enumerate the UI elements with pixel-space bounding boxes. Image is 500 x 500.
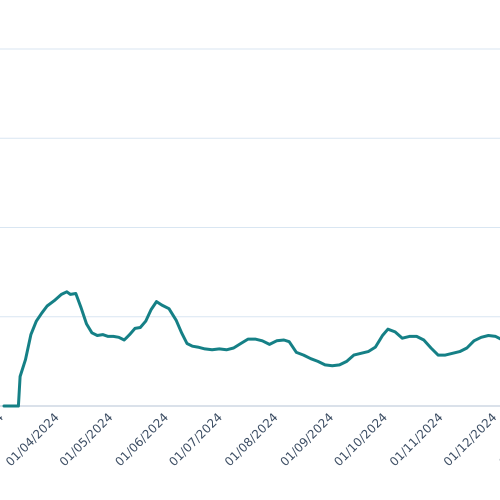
x-tick-label: 01/05/2024 xyxy=(57,410,116,469)
x-tick-label: 01/09/2024 xyxy=(277,410,336,469)
x-axis-tick-labels: 01/03/202401/04/202401/05/202401/06/2024… xyxy=(0,410,500,469)
x-tick-label: 01/07/2024 xyxy=(166,410,225,469)
x-tick-label: 01/12/2024 xyxy=(441,410,500,469)
series-line-0 xyxy=(2,290,500,408)
x-tick-label: 01/11/2024 xyxy=(387,410,446,469)
series-layer xyxy=(2,290,500,408)
x-tick-label: 01/10/2024 xyxy=(331,410,390,469)
gridlines xyxy=(0,48,500,407)
x-tick-label: 01/06/2024 xyxy=(112,410,171,469)
x-tick-label: 01/04/2024 xyxy=(3,410,62,469)
x-tick-label: 01/08/2024 xyxy=(222,410,281,469)
